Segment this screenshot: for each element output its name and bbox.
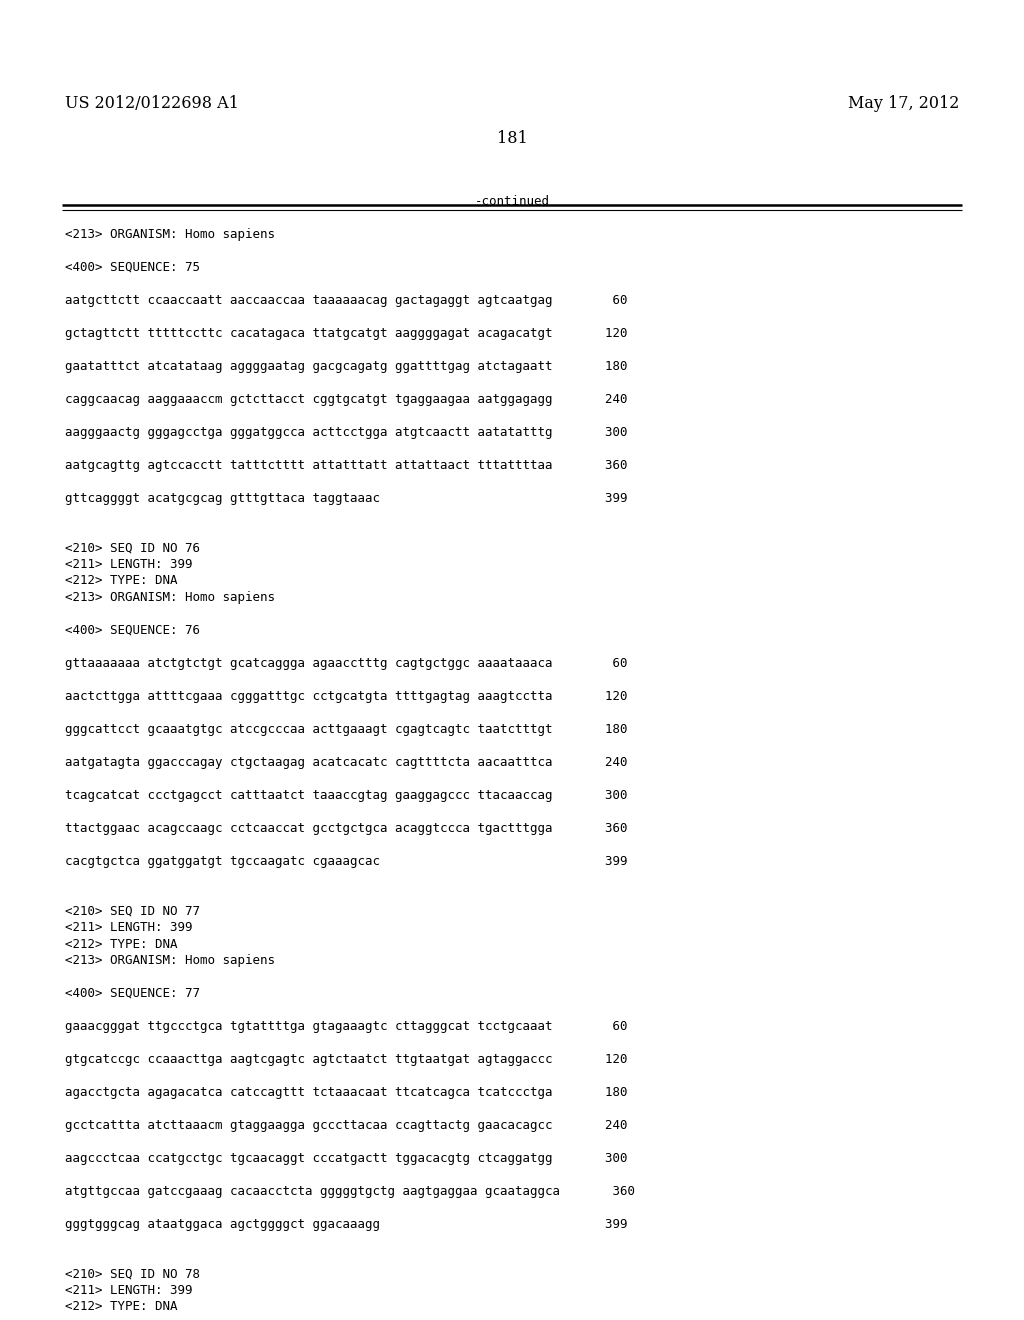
Text: aactcttgga attttcgaaa cgggatttgc cctgcatgta ttttgagtag aaagtcctta       120: aactcttgga attttcgaaa cgggatttgc cctgcat…: [65, 690, 628, 704]
Text: <210> SEQ ID NO 77: <210> SEQ ID NO 77: [65, 904, 200, 917]
Text: atgttgccaa gatccgaaag cacaacctcta gggggtgctg aagtgaggaa gcaataggca       360: atgttgccaa gatccgaaag cacaacctcta gggggt…: [65, 1185, 635, 1199]
Text: gttaaaaaaa atctgtctgt gcatcaggga agaacctttg cagtgctggc aaaataaaca        60: gttaaaaaaa atctgtctgt gcatcaggga agaacct…: [65, 657, 628, 671]
Text: <213> ORGANISM: Homo sapiens: <213> ORGANISM: Homo sapiens: [65, 228, 275, 242]
Text: gaaacgggat ttgccctgca tgtattttga gtagaaagtc cttagggcat tcctgcaaat        60: gaaacgggat ttgccctgca tgtattttga gtagaaa…: [65, 1020, 628, 1034]
Text: <212> TYPE: DNA: <212> TYPE: DNA: [65, 574, 177, 587]
Text: caggcaacag aaggaaaccm gctcttacct cggtgcatgt tgaggaagaa aatggagagg       240: caggcaacag aaggaaaccm gctcttacct cggtgca…: [65, 393, 628, 407]
Text: aatgcagttg agtccacctt tatttctttt attatttatt attattaact tttattttaa       360: aatgcagttg agtccacctt tatttctttt attattt…: [65, 459, 628, 473]
Text: May 17, 2012: May 17, 2012: [848, 95, 959, 112]
Text: cacgtgctca ggatggatgt tgccaagatc cgaaagcac                              399: cacgtgctca ggatggatgt tgccaagatc cgaaagc…: [65, 855, 628, 869]
Text: agacctgcta agagacatca catccagttt tctaaacaat ttcatcagca tcatccctga       180: agacctgcta agagacatca catccagttt tctaaac…: [65, 1086, 628, 1100]
Text: gttcaggggt acatgcgcag gtttgttaca taggtaaac                              399: gttcaggggt acatgcgcag gtttgttaca taggtaa…: [65, 492, 628, 506]
Text: <211> LENGTH: 399: <211> LENGTH: 399: [65, 1284, 193, 1298]
Text: <211> LENGTH: 399: <211> LENGTH: 399: [65, 921, 193, 935]
Text: tcagcatcat ccctgagcct catttaatct taaaccgtag gaaggagccc ttacaaccag       300: tcagcatcat ccctgagcct catttaatct taaaccg…: [65, 789, 628, 803]
Text: aatgcttctt ccaaccaatt aaccaaccaa taaaaaacag gactagaggt agtcaatgag        60: aatgcttctt ccaaccaatt aaccaaccaa taaaaaa…: [65, 294, 628, 308]
Text: <400> SEQUENCE: 75: <400> SEQUENCE: 75: [65, 261, 200, 275]
Text: aagggaactg gggagcctga gggatggcca acttcctgga atgtcaactt aatatatttg       300: aagggaactg gggagcctga gggatggcca acttcct…: [65, 426, 628, 440]
Text: <210> SEQ ID NO 76: <210> SEQ ID NO 76: [65, 541, 200, 554]
Text: aagccctcaa ccatgcctgc tgcaacaggt cccatgactt tggacacgtg ctcaggatgg       300: aagccctcaa ccatgcctgc tgcaacaggt cccatga…: [65, 1152, 628, 1166]
Text: <212> TYPE: DNA: <212> TYPE: DNA: [65, 1300, 177, 1313]
Text: <212> TYPE: DNA: <212> TYPE: DNA: [65, 937, 177, 950]
Text: gggtgggcag ataatggaca agctggggct ggacaaagg                              399: gggtgggcag ataatggaca agctggggct ggacaaa…: [65, 1218, 628, 1232]
Text: <400> SEQUENCE: 76: <400> SEQUENCE: 76: [65, 624, 200, 638]
Text: aatgatagta ggacccagay ctgctaagag acatcacatc cagttttcta aacaatttca       240: aatgatagta ggacccagay ctgctaagag acatcac…: [65, 756, 628, 770]
Text: US 2012/0122698 A1: US 2012/0122698 A1: [65, 95, 239, 112]
Text: <213> ORGANISM: Homo sapiens: <213> ORGANISM: Homo sapiens: [65, 954, 275, 968]
Text: ttactggaac acagccaagc cctcaaccat gcctgctgca acaggtccca tgactttgga       360: ttactggaac acagccaagc cctcaaccat gcctgct…: [65, 822, 628, 836]
Text: gtgcatccgc ccaaacttga aagtcgagtc agtctaatct ttgtaatgat agtaggaccc       120: gtgcatccgc ccaaacttga aagtcgagtc agtctaa…: [65, 1053, 628, 1067]
Text: 181: 181: [497, 129, 527, 147]
Text: gggcattcct gcaaatgtgc atccgcccaa acttgaaagt cgagtcagtc taatctttgt       180: gggcattcct gcaaatgtgc atccgcccaa acttgaa…: [65, 723, 628, 737]
Text: <400> SEQUENCE: 77: <400> SEQUENCE: 77: [65, 987, 200, 1001]
Text: gctagttctt tttttccttc cacatagaca ttatgcatgt aaggggagat acagacatgt       120: gctagttctt tttttccttc cacatagaca ttatgca…: [65, 327, 628, 341]
Text: <213> ORGANISM: Homo sapiens: <213> ORGANISM: Homo sapiens: [65, 591, 275, 605]
Text: gaatatttct atcatataag aggggaatag gacgcagatg ggattttgag atctagaatt       180: gaatatttct atcatataag aggggaatag gacgcag…: [65, 360, 628, 374]
Text: <210> SEQ ID NO 78: <210> SEQ ID NO 78: [65, 1267, 200, 1280]
Text: <211> LENGTH: 399: <211> LENGTH: 399: [65, 558, 193, 572]
Text: -continued: -continued: [474, 195, 550, 209]
Text: gcctcattta atcttaaacm gtaggaagga gcccttacaa ccagttactg gaacacagcc       240: gcctcattta atcttaaacm gtaggaagga gccctta…: [65, 1119, 628, 1133]
